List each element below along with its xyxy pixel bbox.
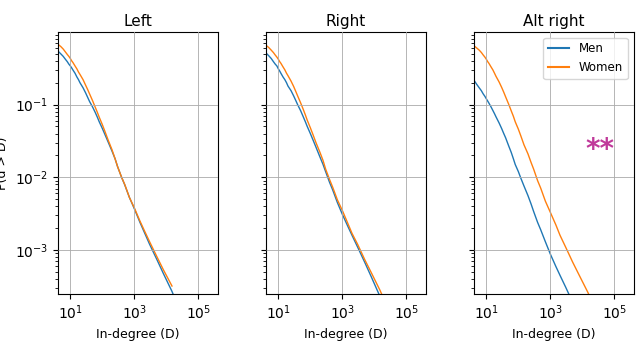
Legend: Men, Women: Men, Women	[543, 38, 628, 79]
Y-axis label: P(d > D): P(d > D)	[0, 136, 9, 189]
Title: Alt right: Alt right	[523, 14, 584, 29]
Text: **: **	[586, 136, 614, 164]
X-axis label: In-degree (D): In-degree (D)	[304, 328, 387, 341]
X-axis label: In-degree (D): In-degree (D)	[512, 328, 595, 341]
Title: Right: Right	[326, 14, 365, 29]
X-axis label: In-degree (D): In-degree (D)	[96, 328, 179, 341]
Title: Left: Left	[123, 14, 152, 29]
